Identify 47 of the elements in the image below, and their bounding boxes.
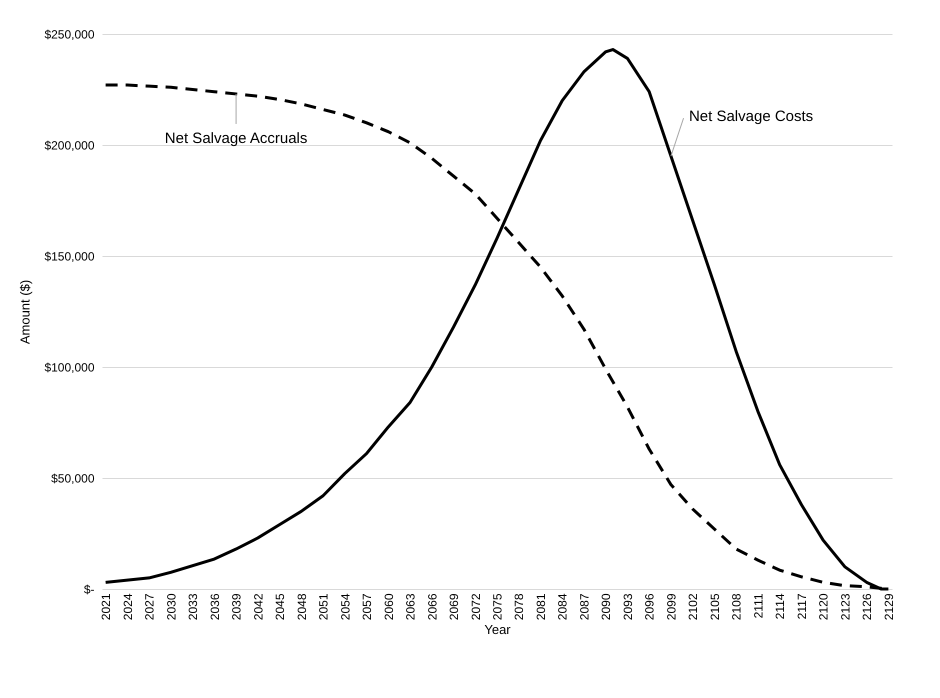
x-tick-label: 2042 bbox=[251, 593, 266, 620]
x-tick-label: 2102 bbox=[686, 593, 700, 620]
x-tick-label: 2051 bbox=[316, 593, 331, 620]
x-tick-label: 2024 bbox=[120, 593, 135, 620]
x-tick-label: 2075 bbox=[490, 593, 504, 620]
x-tick-label: 2039 bbox=[230, 593, 244, 620]
x-tick-label: 2063 bbox=[404, 593, 418, 620]
y-tick-label: $200,000 bbox=[44, 138, 95, 152]
x-tick-label: 2087 bbox=[577, 593, 592, 620]
x-tick-label: 2096 bbox=[642, 593, 657, 620]
x-tick-label: 2111 bbox=[751, 593, 766, 618]
x-tick-label: 2072 bbox=[468, 593, 483, 620]
x-tick-label: 2060 bbox=[382, 593, 396, 620]
x-tick-label: 2069 bbox=[447, 593, 462, 620]
x-tick-label: 2123 bbox=[838, 593, 852, 620]
y-axis-title: Amount ($) bbox=[17, 280, 32, 344]
y-tick-label: $100,000 bbox=[44, 360, 95, 374]
x-tick-label: 2030 bbox=[164, 593, 178, 620]
x-tick-label: 2027 bbox=[142, 593, 157, 620]
x-tick-label: 2066 bbox=[425, 593, 440, 620]
x-tick-label: 2036 bbox=[208, 593, 222, 620]
x-tick-label: 2099 bbox=[664, 593, 678, 620]
x-tick-label: 2126 bbox=[860, 593, 874, 620]
x-tick-label: 2108 bbox=[730, 593, 744, 620]
x-tick-label: 2084 bbox=[556, 593, 570, 620]
x-tick-label: 2078 bbox=[512, 593, 526, 620]
x-tick-label: 2021 bbox=[99, 593, 114, 620]
y-tick-label: $50,000 bbox=[51, 472, 95, 486]
x-tick-label: 2033 bbox=[186, 593, 200, 620]
series-label: Net Salvage Costs bbox=[688, 108, 814, 126]
x-tick-label: 2081 bbox=[534, 593, 548, 620]
y-tick-label: $250,000 bbox=[44, 28, 95, 42]
x-tick-label: 2120 bbox=[816, 593, 831, 620]
x-tick-label: 2093 bbox=[620, 593, 635, 620]
series-label: Net Salvage Accruals bbox=[164, 130, 308, 147]
x-tick-label: 2045 bbox=[273, 593, 288, 620]
x-tick-label: 2105 bbox=[708, 593, 722, 620]
y-tick-label: $150,000 bbox=[44, 250, 95, 264]
x-tick-label: 2057 bbox=[360, 593, 374, 620]
y-tick-label: $- bbox=[84, 582, 94, 596]
x-tick-label: 2129 bbox=[882, 593, 896, 620]
x-axis-title: Year bbox=[484, 622, 512, 638]
x-tick-label: 2117 bbox=[794, 593, 809, 620]
x-tick-label: 2090 bbox=[599, 593, 614, 620]
x-tick-label: 2048 bbox=[294, 593, 309, 620]
x-tick-label: 2114 bbox=[773, 593, 788, 620]
x-tick-label: 2054 bbox=[338, 593, 352, 620]
